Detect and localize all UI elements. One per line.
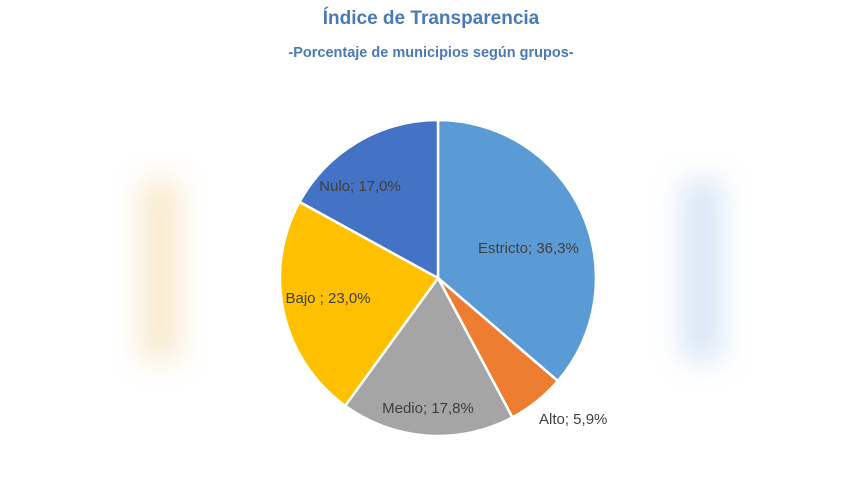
pie-slice-nulo — [298, 118, 440, 280]
pie-slice-estricto — [436, 118, 598, 383]
right-edge-glow — [682, 180, 722, 360]
slice-label-bajo: Bajo ; 23,0% — [285, 290, 370, 307]
slice-label-alto: Alto; 5,9% — [539, 411, 607, 428]
chart-subtitle: -Porcentaje de municipios según grupos- — [288, 45, 574, 61]
pie-slice-bajo — [278, 200, 440, 408]
chart-title: Índice de Transparencia — [322, 8, 540, 29]
left-edge-glow — [140, 180, 180, 360]
slice-label-medio: Medio; 17,8% — [382, 400, 474, 417]
slice-label-nulo: Nulo; 17,0% — [319, 178, 401, 195]
slice-label-estricto: Estricto; 36,3% — [478, 240, 579, 257]
pie-slice-medio — [343, 276, 514, 438]
